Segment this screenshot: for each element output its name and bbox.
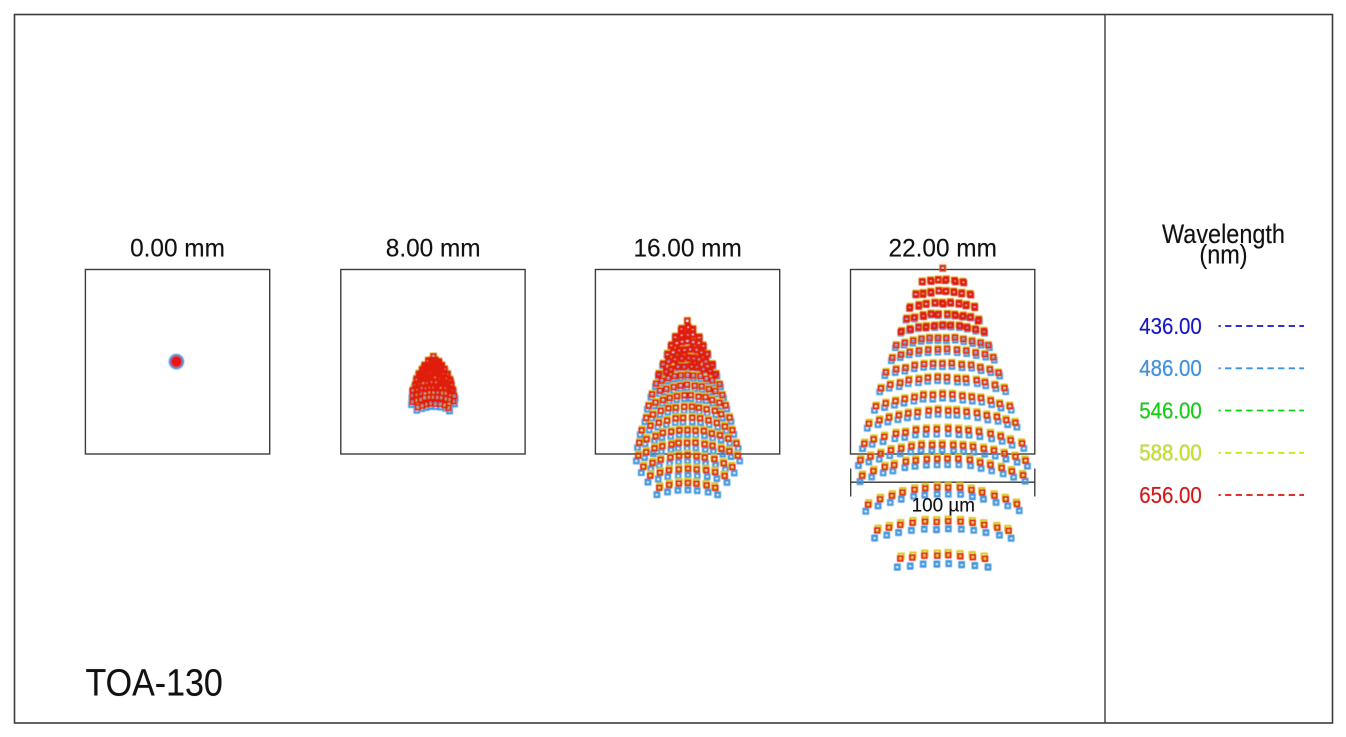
svg-text:546.00: 546.00: [1139, 397, 1202, 423]
svg-text:8.00 mm: 8.00 mm: [386, 234, 481, 263]
svg-text:436.00: 436.00: [1139, 313, 1202, 339]
svg-text:16.00 mm: 16.00 mm: [633, 234, 741, 263]
svg-text:100 µm: 100 µm: [912, 495, 975, 516]
svg-text:486.00: 486.00: [1139, 355, 1202, 381]
svg-text:22.00 mm: 22.00 mm: [889, 234, 997, 263]
svg-text:TOA-130: TOA-130: [86, 661, 223, 704]
svg-text:588.00: 588.00: [1139, 439, 1202, 465]
svg-text:0.00 mm: 0.00 mm: [130, 234, 225, 263]
svg-text:656.00: 656.00: [1139, 482, 1202, 508]
svg-text:(nm): (nm): [1199, 240, 1247, 270]
svg-text:Wavelength: Wavelength: [1162, 220, 1285, 250]
